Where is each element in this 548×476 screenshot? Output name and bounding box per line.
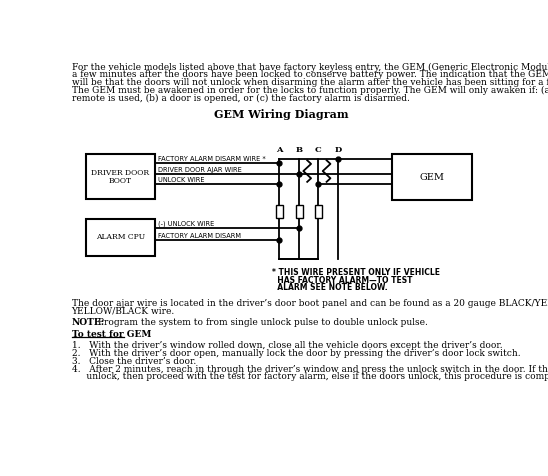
Text: C: C bbox=[315, 146, 322, 154]
Text: HAS FACTORY ALARM—TO TEST: HAS FACTORY ALARM—TO TEST bbox=[272, 276, 412, 285]
Bar bbox=[296, 205, 303, 218]
Text: B: B bbox=[296, 146, 303, 154]
Text: GEM: GEM bbox=[419, 173, 444, 182]
Text: ALARM CPU: ALARM CPU bbox=[96, 233, 145, 241]
Text: The GEM must be awakened in order for the locks to function properly. The GEM wi: The GEM must be awakened in order for th… bbox=[72, 86, 548, 95]
Text: FACTORY ALARM DISARM WIRE *: FACTORY ALARM DISARM WIRE * bbox=[158, 156, 266, 162]
Text: 4.   After 2 minutes, reach in through the driver’s window and press the unlock : 4. After 2 minutes, reach in through the… bbox=[72, 365, 548, 374]
Text: For the vehicle models listed above that have factory keyless entry, the GEM (Ge: For the vehicle models listed above that… bbox=[72, 62, 548, 71]
Text: Program the system to from single unlock pulse to double unlock pulse.: Program the system to from single unlock… bbox=[95, 317, 428, 327]
Text: will be that the doors will not unlock when disarming the alarm after the vehicl: will be that the doors will not unlock w… bbox=[72, 78, 548, 87]
Text: DRIVER DOOR AJAR WIRE: DRIVER DOOR AJAR WIRE bbox=[158, 167, 242, 173]
Text: To test for GEM: To test for GEM bbox=[72, 330, 151, 339]
Text: The door ajar wire is located in the driver’s door boot panel and can be found a: The door ajar wire is located in the dri… bbox=[72, 299, 548, 308]
Text: (-) UNLOCK WIRE: (-) UNLOCK WIRE bbox=[158, 220, 215, 227]
Bar bbox=[315, 205, 322, 218]
Text: 3.   Close the driver’s door.: 3. Close the driver’s door. bbox=[72, 357, 196, 366]
Text: 1.   With the driver’s window rolled down, close all the vehicle doors except th: 1. With the driver’s window rolled down,… bbox=[72, 341, 502, 350]
Bar bbox=[85, 219, 155, 256]
Text: NOTE:: NOTE: bbox=[72, 317, 105, 327]
Bar bbox=[392, 154, 471, 200]
Text: BOOT: BOOT bbox=[109, 177, 132, 185]
Text: YELLOW/BLACK wire.: YELLOW/BLACK wire. bbox=[72, 307, 175, 316]
Text: FACTORY ALARM DISARM: FACTORY ALARM DISARM bbox=[158, 233, 242, 239]
Bar bbox=[276, 205, 283, 218]
Text: GEM Wiring Diagram: GEM Wiring Diagram bbox=[214, 109, 348, 120]
Text: a few minutes after the doors have been locked to conserve battery power. The in: a few minutes after the doors have been … bbox=[72, 70, 548, 79]
Text: D: D bbox=[335, 146, 342, 154]
Text: unlock, then proceed with the test for factory alarm, else if the doors unlock, : unlock, then proceed with the test for f… bbox=[72, 372, 548, 381]
Bar bbox=[85, 154, 155, 199]
Text: remote is used, (b) a door is opened, or (c) the factory alarm is disarmed.: remote is used, (b) a door is opened, or… bbox=[72, 94, 409, 103]
Text: ALARM SEE NOTE BELOW.: ALARM SEE NOTE BELOW. bbox=[272, 284, 387, 292]
Text: * THIS WIRE PRESENT ONLY IF VEHICLE: * THIS WIRE PRESENT ONLY IF VEHICLE bbox=[272, 268, 439, 277]
Text: DRIVER DOOR: DRIVER DOOR bbox=[92, 169, 150, 177]
Text: A: A bbox=[276, 146, 283, 154]
Text: UNLOCK WIRE: UNLOCK WIRE bbox=[158, 177, 205, 183]
Text: 2.   With the driver’s door open, manually lock the door by pressing the driver’: 2. With the driver’s door open, manually… bbox=[72, 349, 520, 358]
